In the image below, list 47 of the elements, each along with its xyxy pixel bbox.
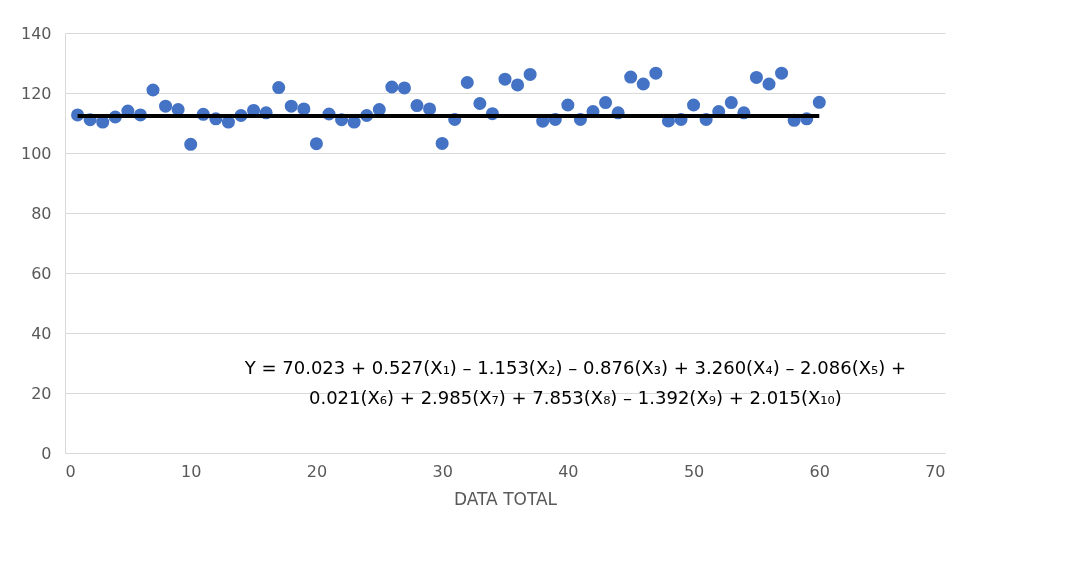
y-tick-label: 80	[31, 203, 52, 223]
point	[410, 99, 424, 113]
point	[385, 80, 399, 94]
point	[624, 70, 638, 84]
point	[687, 98, 701, 112]
point	[561, 98, 575, 112]
point	[636, 77, 650, 91]
point	[649, 66, 663, 80]
x-tick-label: 0	[65, 461, 76, 481]
point	[473, 96, 487, 111]
y-tick-label: 140	[20, 23, 52, 43]
point	[272, 81, 286, 95]
x-axis-title: DATA TOTAL	[453, 488, 558, 509]
x-tick-label: 20	[306, 461, 328, 481]
y-tick-label: 0	[41, 443, 52, 463]
point	[297, 102, 311, 116]
point	[812, 95, 826, 109]
point	[423, 102, 437, 116]
y-tick-label: 120	[20, 83, 52, 103]
x-tick-label: 10	[181, 461, 202, 481]
point	[749, 70, 763, 84]
y-tick-label: 40	[31, 323, 52, 343]
x-tick-label: 40	[558, 461, 579, 481]
point	[498, 72, 512, 86]
point	[775, 66, 789, 80]
y-tick-label: 60	[31, 263, 52, 283]
point	[435, 136, 449, 150]
x-tick-label: 70	[925, 461, 946, 481]
annotation: Y = 70.023 + 0.527(X₁) – 1.153(X₂) – 0.876(X₃) + 3.260(X₄) – 2.086(X₅) +	[243, 357, 907, 378]
y-tick-label: 100	[20, 143, 52, 163]
point	[309, 137, 323, 151]
y-tick-label: 20	[31, 383, 52, 403]
x-tick-label: 30	[432, 461, 453, 481]
x-tick-label: 60	[809, 461, 830, 481]
x-tick-label: 50	[683, 461, 705, 481]
point	[159, 99, 173, 113]
point	[724, 96, 738, 110]
point	[599, 96, 613, 110]
point	[397, 81, 411, 95]
point	[523, 67, 537, 81]
point	[146, 83, 160, 97]
point	[762, 77, 776, 91]
point	[284, 99, 298, 113]
annotation: 0.021(X₆) + 2.985(X₇) + 7.853(X₈) – 1.392(X₉) + 2.015(X₁₀)	[308, 387, 842, 408]
point	[184, 137, 198, 151]
point	[511, 78, 525, 92]
point	[460, 75, 474, 90]
